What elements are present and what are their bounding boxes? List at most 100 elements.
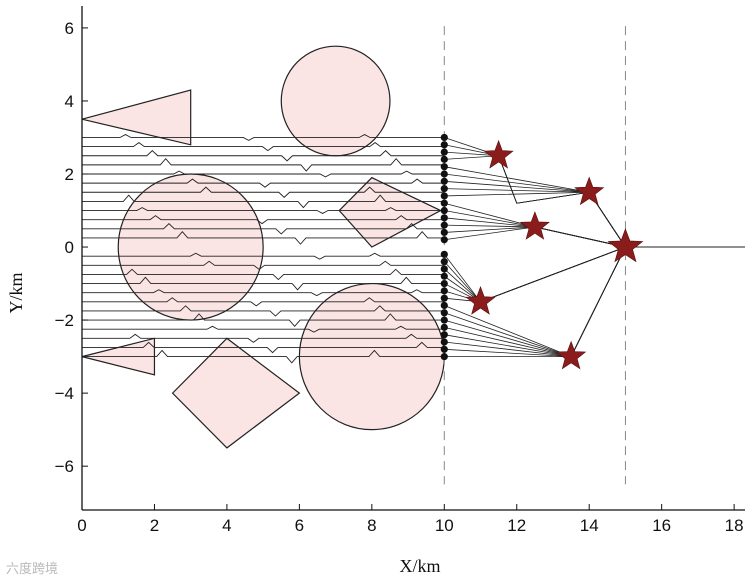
formation-point: [440, 294, 448, 302]
formation-point: [440, 279, 448, 288]
y-tick-label: 0: [65, 238, 74, 257]
path-convergence: [444, 217, 745, 248]
path-convergence: [444, 246, 745, 303]
y-tick-label: 6: [65, 19, 74, 38]
path-convergence: [444, 246, 745, 303]
y-tick-label: 2: [65, 165, 74, 184]
formation-point: [440, 258, 448, 266]
obstacles-layer: [81, 45, 445, 449]
x-tick-label: 18: [725, 516, 744, 535]
x-tick-label: 16: [652, 516, 671, 535]
path-convergence: [444, 210, 745, 248]
path-trajectory: [82, 194, 445, 209]
formation-point: [440, 265, 448, 273]
formation-point: [440, 133, 448, 142]
formation-point: [440, 214, 448, 222]
x-tick-label: 10: [435, 516, 454, 535]
path-trajectory: [82, 297, 445, 307]
formation-point: [440, 177, 448, 185]
path-trajectory: [82, 207, 445, 214]
formation-point: [440, 323, 448, 331]
path-trajectory: [82, 260, 445, 270]
formation-point: [440, 345, 448, 353]
target-star: [555, 340, 587, 370]
formation-point: [440, 236, 448, 244]
path-trajectory: [82, 215, 445, 225]
target-star: [465, 285, 496, 315]
path-trajectory: [82, 134, 445, 141]
formation-point: [440, 331, 448, 339]
path-trajectory: [82, 252, 445, 260]
target-star: [483, 139, 514, 169]
x-axis-label: X/km: [399, 556, 440, 576]
target-stars: [465, 139, 644, 370]
formation-point: [440, 301, 448, 310]
reference-lines: [443, 26, 626, 485]
path-trajectory: [82, 276, 445, 291]
formation-point: [440, 199, 448, 207]
path-trajectory: [82, 349, 445, 364]
formation-point: [440, 353, 448, 361]
obstacle-circle: [280, 45, 391, 157]
formation-point: [440, 316, 448, 324]
obstacle-circle: [117, 173, 264, 321]
path-trajectory: [82, 186, 445, 198]
path-trajectory: [82, 268, 445, 281]
x-tick-label: 14: [580, 516, 599, 535]
formation-point: [440, 170, 448, 178]
target-star: [519, 211, 550, 240]
path-trajectory: [82, 305, 445, 317]
y-tick-label: −4: [55, 384, 74, 403]
path-trajectory: [82, 231, 445, 245]
path-convergence: [443, 246, 745, 303]
formation-point: [440, 228, 448, 237]
obstacle-polygon: [81, 89, 192, 146]
path-trajectory: [82, 223, 445, 235]
path-trajectory: [82, 325, 445, 333]
target-star: [574, 176, 605, 206]
formation-point: [440, 338, 448, 346]
path-convergence: [444, 224, 745, 248]
path-convergence: [443, 246, 745, 303]
path-trajectory: [82, 150, 445, 162]
x-tick-label: 4: [222, 516, 231, 535]
path-trajectory: [82, 341, 445, 354]
formation-point: [440, 272, 448, 280]
x-tick-label: 8: [367, 516, 376, 535]
formation-point: [440, 155, 448, 163]
formation-point: [440, 141, 448, 149]
watermark: 六度跨境: [6, 562, 59, 577]
formation-point: [440, 185, 448, 193]
axes: 0 2 4 6 8 10 12 14 16 18 −6 −4 −2 0 2 4 6: [55, 6, 745, 535]
path-convergence: [444, 246, 745, 358]
path-trajectory: [82, 178, 445, 188]
formation-point: [440, 250, 448, 258]
formation-point: [440, 287, 448, 295]
path-convergence: [444, 226, 745, 248]
path-trajectory: [82, 333, 445, 343]
x-tick-label: 12: [507, 516, 526, 535]
path-convergence: [444, 246, 745, 303]
path-convergence: [444, 246, 745, 303]
path-convergence: [444, 166, 745, 248]
obstacle-polygon: [338, 176, 443, 248]
y-axis-label: Y/km: [6, 272, 26, 313]
formation-point: [440, 309, 448, 317]
path-trajectory: [82, 313, 445, 327]
y-tick-label: −6: [55, 457, 74, 476]
formation-points: [440, 133, 448, 361]
y-tick-label: 4: [65, 92, 74, 111]
formation-point: [440, 221, 448, 229]
path-trajectory: [82, 142, 445, 152]
path-convergence: [444, 246, 745, 303]
x-tick-label: 0: [77, 516, 86, 535]
obstacle-polygon: [171, 337, 301, 449]
paths-layer: [82, 134, 745, 364]
path-trajectory: [82, 170, 445, 178]
x-tick-label: 6: [295, 516, 304, 535]
target-star: [607, 228, 644, 263]
formation-point: [440, 148, 448, 156]
path-trajectory: [82, 289, 445, 297]
formation-point: [440, 192, 448, 200]
